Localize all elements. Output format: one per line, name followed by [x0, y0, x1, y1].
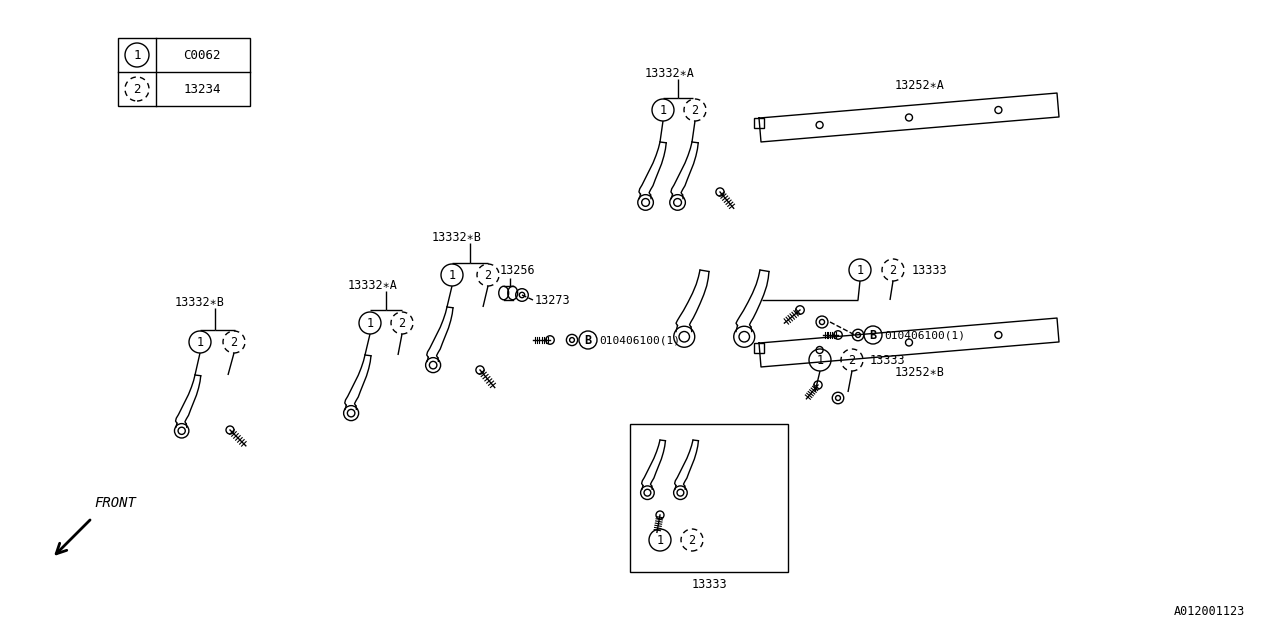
Text: 2: 2: [691, 104, 699, 116]
Bar: [630, 424, 788, 572]
Text: 1: 1: [366, 317, 374, 330]
Text: 1: 1: [133, 49, 141, 61]
Text: 13333: 13333: [913, 264, 947, 276]
Text: C0062: C0062: [183, 49, 220, 61]
Text: 13332∗B: 13332∗B: [433, 230, 481, 243]
Bar: [754, 118, 764, 128]
Text: B: B: [585, 333, 591, 346]
Text: 2: 2: [230, 335, 238, 349]
Text: B: B: [869, 328, 877, 342]
Bar: [754, 343, 764, 353]
Text: 13333: 13333: [870, 353, 906, 367]
Text: 13273: 13273: [535, 294, 571, 307]
Text: 2: 2: [133, 83, 141, 95]
Text: 010406100(1): 010406100(1): [599, 335, 680, 345]
Text: A012001123: A012001123: [1174, 605, 1245, 618]
Text: 13332∗A: 13332∗A: [348, 278, 398, 291]
Text: 13234: 13234: [183, 83, 220, 95]
Text: 1: 1: [817, 353, 823, 367]
Text: 2: 2: [849, 353, 855, 367]
Text: 2: 2: [890, 264, 896, 276]
Text: 13252∗B: 13252∗B: [895, 365, 945, 378]
Text: 13256: 13256: [500, 264, 535, 276]
Text: 2: 2: [484, 269, 492, 282]
Text: 1: 1: [659, 104, 667, 116]
Text: 13332∗B: 13332∗B: [175, 296, 225, 308]
Text: 1: 1: [856, 264, 864, 276]
Text: 2: 2: [398, 317, 406, 330]
Text: 13332∗A: 13332∗A: [645, 67, 695, 79]
Text: 1: 1: [657, 534, 663, 547]
Text: 010406100(1): 010406100(1): [884, 330, 965, 340]
Text: 1: 1: [448, 269, 456, 282]
Text: 13252∗A: 13252∗A: [895, 79, 945, 92]
Text: 13333: 13333: [691, 579, 727, 591]
Text: 1: 1: [196, 335, 204, 349]
Text: FRONT: FRONT: [93, 496, 136, 510]
Bar: [118, 38, 250, 106]
Text: 2: 2: [689, 534, 695, 547]
